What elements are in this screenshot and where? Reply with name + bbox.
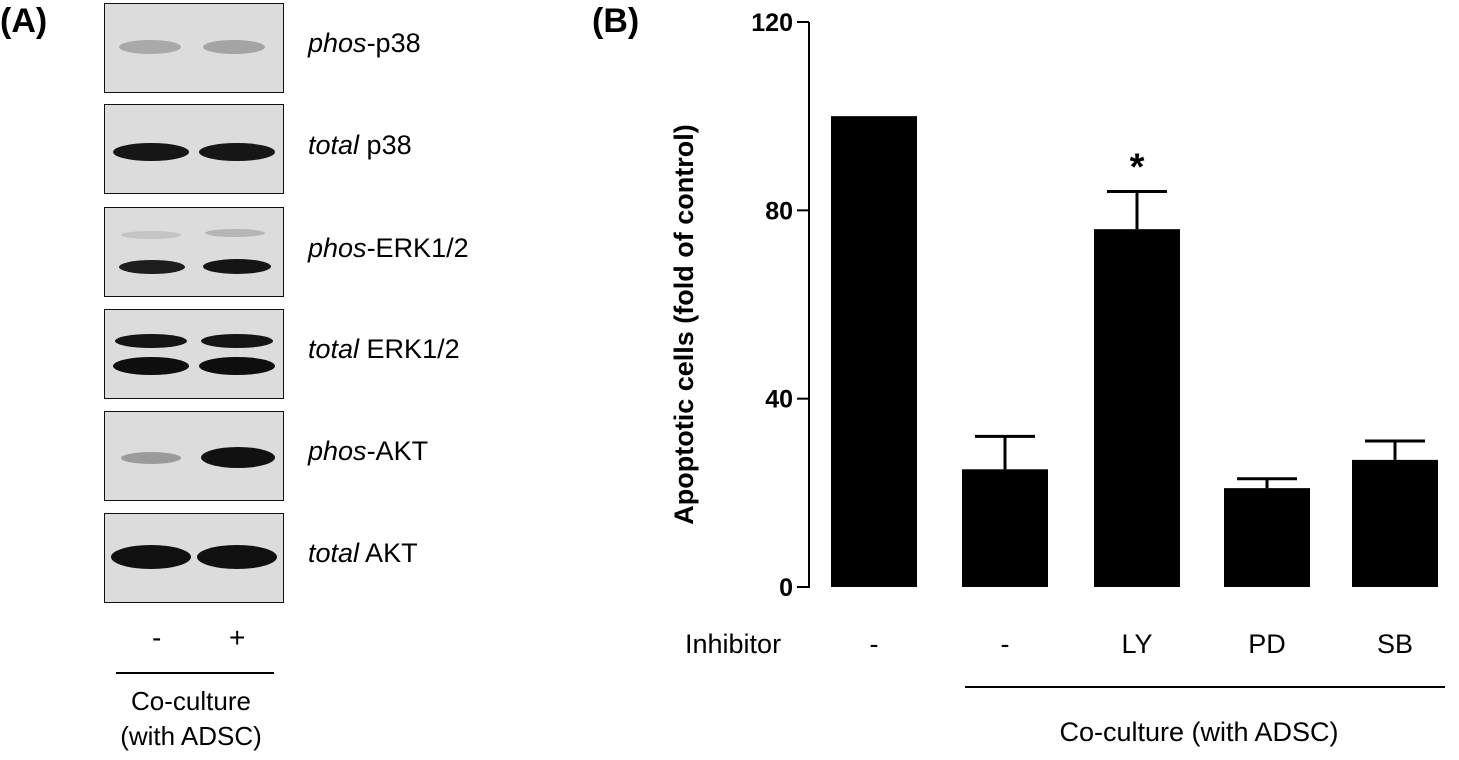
bar [962,469,1048,587]
coculture-group-label: Co-culture (with ADSC) [1059,717,1338,747]
blot-phos-erk [104,207,284,297]
blot-label: phos-AKT [308,436,429,466]
blot-label: total ERK1/2 [308,334,460,364]
y-tick-label: 40 [765,386,793,414]
blot-label: phos-ERK1/2 [308,233,469,263]
x-tick-label: SB [1377,629,1413,659]
x-tick-label: - [870,629,879,659]
y-tick-label: 120 [751,9,793,37]
panel-a-label: (A) [0,2,48,40]
significance-star: * [1130,147,1145,189]
blot-label: phos-p38 [308,28,421,58]
blot-label: total p38 [308,130,412,160]
x-tick-label: PD [1248,629,1286,659]
bar [1094,229,1180,587]
blot-total-erk [104,309,284,399]
inhibitor-label: Inhibitor [685,629,781,659]
blot-total-akt [104,513,284,603]
bar [831,116,917,588]
lane-minus-label: - [152,622,162,653]
panel-b-label: (B) [592,2,640,40]
x-tick-label: - [1001,629,1010,659]
blot-phos-akt [104,411,284,501]
bar [1224,488,1310,587]
lane-plus-label: + [229,622,246,653]
x-tick-label: LY [1121,629,1152,659]
y-axis-title: Apoptotic cells (fold of control) [669,124,699,524]
bar [1352,459,1438,587]
y-tick-label: 80 [765,197,793,225]
blot-phos-p38 [104,3,284,93]
group-rule [116,672,274,674]
coculture-label: Co-culture (with ADSC) [120,686,262,751]
y-tick-label: 0 [779,574,793,602]
blot-label: total AKT [308,538,418,568]
blot-total-p38 [104,104,284,194]
